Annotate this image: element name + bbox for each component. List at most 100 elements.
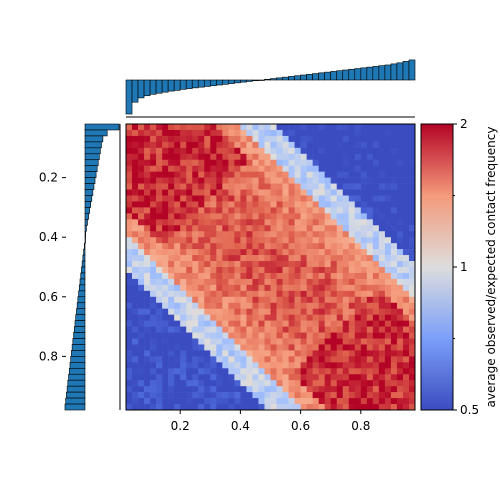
heatmap-cell — [156, 171, 163, 178]
heatmap-cell — [150, 380, 157, 387]
heatmap-cell — [162, 177, 169, 184]
heatmap-cell — [288, 189, 295, 196]
heatmap-cell — [330, 350, 338, 357]
heatmap-cell — [174, 189, 181, 196]
heatmap-cell — [192, 213, 199, 220]
heatmap-cell — [192, 284, 199, 292]
left-marginal-bar — [83, 242, 86, 250]
heatmap-cell — [294, 332, 301, 339]
heatmap-cell — [396, 153, 404, 161]
heatmap-cell — [180, 290, 187, 298]
heatmap-cell — [156, 165, 163, 172]
heatmap-cell — [258, 267, 265, 274]
heatmap-cell — [342, 386, 350, 393]
heatmap-cell — [372, 261, 380, 268]
heatmap-cell — [408, 261, 416, 268]
left-marginal-bar — [83, 248, 86, 256]
heatmap-cell — [180, 398, 187, 405]
heatmap-cell — [342, 195, 350, 202]
heatmap-cell — [276, 171, 283, 178]
heatmap-cell — [156, 404, 163, 411]
heatmap-cell — [258, 368, 265, 375]
heatmap-cell — [192, 326, 199, 333]
heatmap-cell — [222, 219, 229, 226]
heatmap-cell — [144, 320, 151, 327]
heatmap-cell — [282, 374, 289, 381]
heatmap-cell — [282, 153, 289, 161]
heatmap-cell — [126, 272, 133, 280]
heatmap-cell — [276, 237, 283, 244]
heatmap-cell — [222, 272, 229, 280]
heatmap-cell — [258, 290, 265, 298]
heatmap-cell — [384, 386, 392, 393]
heatmap-cell — [330, 183, 338, 190]
heatmap-cell — [144, 308, 151, 315]
heatmap-cell — [288, 338, 295, 345]
heatmap-cell — [168, 183, 175, 190]
heatmap-cell — [192, 147, 199, 155]
heatmap-cell — [150, 332, 157, 339]
heatmap-cell — [402, 124, 410, 131]
heatmap-cell — [384, 344, 392, 351]
heatmap-cell — [168, 344, 175, 351]
heatmap-cell — [354, 386, 362, 393]
heatmap-cell — [342, 243, 350, 250]
heatmap-cell — [276, 147, 283, 155]
heatmap-cell — [162, 374, 169, 381]
heatmap-cell — [138, 135, 145, 143]
heatmap-cell — [318, 195, 325, 202]
heatmap-cell — [240, 225, 247, 232]
colorbar-tick-label: 1 — [460, 260, 468, 274]
heatmap-cell — [162, 362, 169, 369]
heatmap-cell — [378, 374, 386, 381]
heatmap-cell — [288, 314, 295, 321]
heatmap-cell — [138, 338, 145, 345]
heatmap-cell — [216, 296, 223, 304]
heatmap-cell — [228, 296, 235, 304]
heatmap-cell — [216, 386, 223, 393]
heatmap-cell — [234, 332, 241, 339]
heatmap-cell — [372, 296, 380, 304]
heatmap-cell — [204, 135, 211, 143]
heatmap-cell — [192, 141, 199, 149]
heatmap-cell — [378, 392, 386, 399]
heatmap-cell — [192, 129, 199, 137]
heatmap-cell — [324, 267, 332, 274]
heatmap-cell — [294, 255, 301, 262]
heatmap-cell — [372, 159, 380, 167]
heatmap-cell — [408, 255, 416, 262]
heatmap-cell — [246, 374, 253, 381]
heatmap-cell — [258, 255, 265, 262]
heatmap-cell — [342, 207, 350, 214]
heatmap-cell — [408, 290, 416, 298]
heatmap-cell — [270, 207, 277, 214]
heatmap-cell — [330, 386, 338, 393]
heatmap-cell — [186, 183, 193, 190]
heatmap-cell — [246, 302, 253, 310]
heatmap-cell — [246, 350, 253, 357]
heatmap-cell — [282, 213, 289, 220]
heatmap-cell — [378, 332, 386, 339]
heatmap-cell — [138, 141, 145, 149]
heatmap-cell — [252, 243, 259, 250]
heatmap-cell — [246, 255, 253, 262]
heatmap-cell — [216, 165, 223, 172]
heatmap-cell — [318, 398, 325, 405]
x-tick-label: 0.6 — [291, 419, 310, 433]
heatmap-cell — [336, 249, 344, 256]
heatmap-cell — [360, 272, 368, 280]
heatmap-cell — [324, 201, 332, 208]
heatmap-cell — [348, 141, 356, 149]
heatmap-cell — [318, 278, 325, 286]
heatmap-cell — [192, 243, 199, 250]
heatmap-cell — [390, 362, 398, 369]
heatmap-cell — [300, 308, 307, 315]
heatmap-cell — [228, 141, 235, 149]
heatmap-cell — [276, 207, 283, 214]
heatmap-cell — [258, 320, 265, 327]
heatmap-cell — [294, 201, 301, 208]
heatmap-cell — [300, 314, 307, 321]
heatmap-cell — [276, 213, 283, 220]
heatmap-cell — [282, 201, 289, 208]
heatmap-cell — [318, 225, 325, 232]
